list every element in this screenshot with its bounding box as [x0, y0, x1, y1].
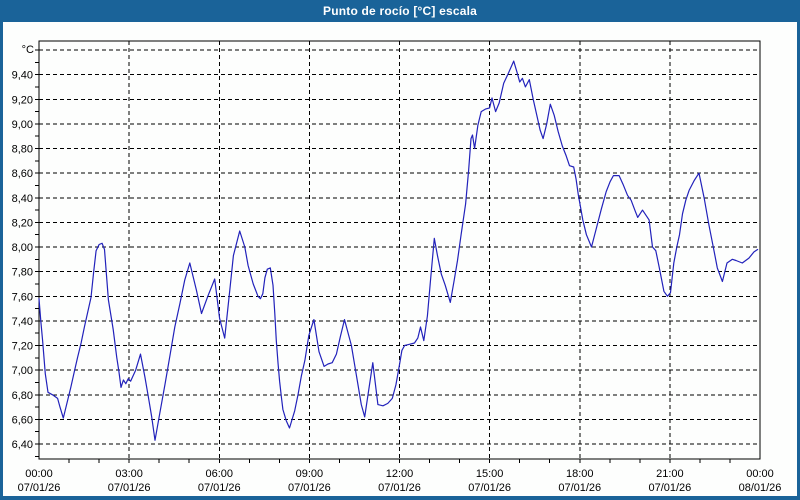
y-tick-label: 6,80 — [12, 390, 33, 402]
y-tick-label: 7,60 — [12, 291, 33, 303]
x-tick-date-label: 07/01/26 — [18, 482, 61, 494]
y-tick-label: 8,00 — [12, 242, 33, 254]
window-titlebar: Punto de rocío [°C] escala — [0, 0, 800, 22]
y-tick-label: 8,60 — [12, 168, 33, 180]
x-tick-date-label: 07/01/26 — [288, 482, 331, 494]
x-tick-date-label: 07/01/26 — [378, 482, 421, 494]
x-tick-date-label: 07/01/26 — [468, 482, 511, 494]
x-tick-date-label: 07/01/26 — [558, 482, 601, 494]
x-tick-time-label: 18:00 — [566, 468, 594, 480]
plot-border — [38, 40, 761, 460]
x-tick-time-label: 03:00 — [115, 468, 143, 480]
x-tick-date-label: 07/01/26 — [648, 482, 691, 494]
chart-area: 9,40 9,20 9,00 8,80 8,60 8,40 8,20 8,00 7,80 7,60… — [3, 22, 797, 496]
x-tick-time-label: 15:00 — [476, 468, 504, 480]
page-title: Punto de rocío [°C] escala — [322, 4, 478, 18]
y-tick-label: 8,20 — [12, 217, 33, 229]
x-tick-time-label: 21:00 — [656, 468, 684, 480]
y-tick-label: 7,20 — [12, 341, 33, 353]
dewpoint-line — [38, 60, 759, 441]
y-tick-label: 9,00 — [12, 119, 33, 131]
x-tick-time-label: 12:00 — [386, 468, 414, 480]
y-tick-label: 7,80 — [12, 267, 33, 279]
y-tick-label: 6,60 — [12, 414, 33, 426]
y-tick-label: 9,40 — [12, 70, 33, 82]
y-tick-label: 9,20 — [12, 94, 33, 106]
x-tick-time-label: 06:00 — [205, 468, 233, 480]
dewpoint-chart: 9,40 9,20 9,00 8,80 8,60 8,40 8,20 8,00 7,80 7,60… — [12, 40, 782, 494]
y-tick-label: 8,40 — [12, 193, 33, 205]
x-tick-time-label: 00:00 — [746, 468, 774, 480]
x-tick-date-label: 07/01/26 — [198, 482, 241, 494]
y-tick-label: 8,80 — [12, 144, 33, 156]
y-axis-unit-label: °C — [22, 44, 34, 56]
y-tick-label: 7,40 — [12, 316, 33, 328]
x-tick-date-label: 07/01/26 — [108, 482, 151, 494]
y-tick-label: 6,40 — [12, 439, 33, 451]
x-tick-time-label: 09:00 — [296, 468, 324, 480]
x-tick-time-label: 00:00 — [25, 468, 53, 480]
y-tick-label: 7,00 — [12, 365, 33, 377]
x-tick-date-label: 08/01/26 — [739, 482, 782, 494]
